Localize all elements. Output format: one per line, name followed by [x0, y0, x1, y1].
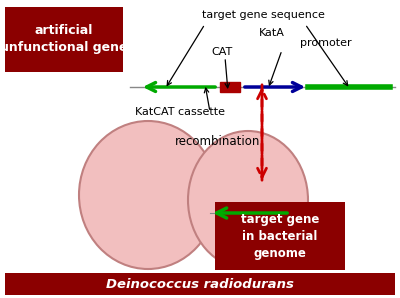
Ellipse shape [188, 131, 308, 269]
Text: recombination: recombination [175, 135, 261, 148]
Text: promoter: promoter [300, 38, 352, 48]
Text: target gene sequence: target gene sequence [202, 10, 324, 20]
FancyBboxPatch shape [215, 202, 345, 270]
FancyBboxPatch shape [5, 273, 395, 295]
Text: Deinococcus radiodurans: Deinococcus radiodurans [106, 277, 294, 291]
Text: KatA: KatA [259, 28, 285, 38]
Text: artificial
unfunctional gene: artificial unfunctional gene [0, 24, 128, 54]
Text: target gene
in bacterial
genome: target gene in bacterial genome [241, 213, 319, 260]
Bar [220, 82, 240, 92]
Ellipse shape [79, 121, 217, 269]
Text: CAT: CAT [211, 47, 233, 57]
FancyBboxPatch shape [5, 7, 123, 72]
Text: KatCAT cassette: KatCAT cassette [135, 107, 225, 117]
